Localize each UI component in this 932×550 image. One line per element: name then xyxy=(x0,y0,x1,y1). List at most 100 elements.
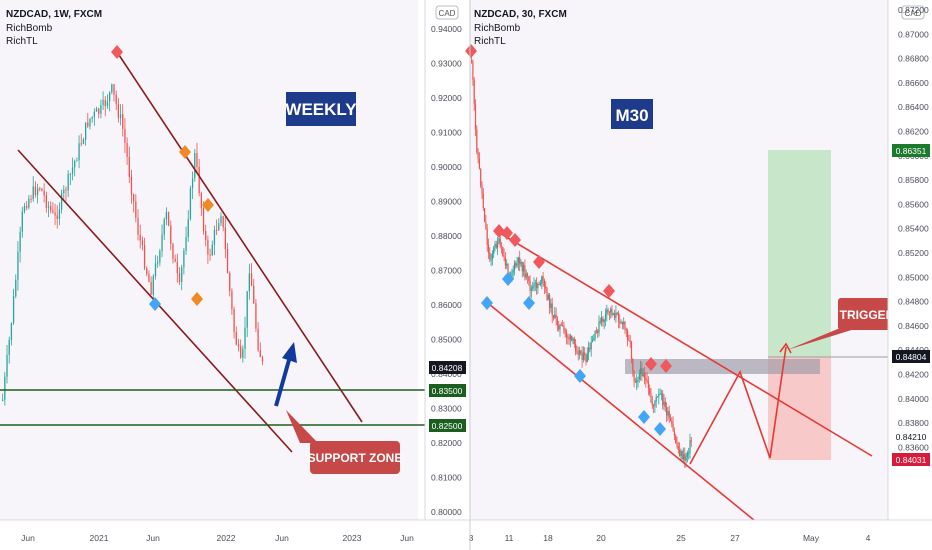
m30-candle-body xyxy=(571,335,573,341)
weekly-candle-body xyxy=(30,198,32,200)
m30-candle-body xyxy=(619,321,621,324)
m30-candle-body xyxy=(515,263,517,267)
weekly-candle-body xyxy=(6,354,8,377)
weekly-chart-panel[interactable]: SUPPORT ZONE WEEKLY NZDCAD, 1W, FXCM Ric… xyxy=(0,0,470,550)
weekly-candle-body xyxy=(183,250,185,268)
m30-price-tick-label: 0.84200 xyxy=(898,370,929,380)
weekly-current-price: 0.84208 xyxy=(432,363,463,373)
weekly-candle-body xyxy=(167,211,170,226)
weekly-candle-body xyxy=(69,173,71,175)
weekly-candle-body xyxy=(78,143,80,161)
m30-channel-upper[interactable] xyxy=(497,231,873,457)
m30-candle-body xyxy=(484,208,486,222)
m30-candle-body xyxy=(536,282,538,289)
weekly-candle-body xyxy=(54,212,56,216)
m30-candle-body xyxy=(634,381,636,383)
weekly-badge xyxy=(286,92,356,126)
support-price-upper: 0.83500 xyxy=(432,386,463,396)
weekly-candle-body xyxy=(56,215,58,219)
signal-marker-red xyxy=(465,44,477,58)
weekly-candle-body xyxy=(47,206,50,208)
m30-price-tick-label: 0.84800 xyxy=(898,297,929,307)
m30-candle-body xyxy=(528,276,530,281)
m30-candle-body xyxy=(521,262,523,272)
m30-candle-body xyxy=(520,262,522,265)
signal-marker-blue xyxy=(502,272,514,286)
m30-price-tick-label: 0.86600 xyxy=(898,78,929,88)
m30-candle-body xyxy=(569,335,571,340)
signal-marker-red xyxy=(645,357,657,371)
weekly-candle-body xyxy=(244,327,246,349)
weekly-candle-body xyxy=(128,157,130,177)
m30-candle-body xyxy=(653,405,655,407)
m30-candle-body xyxy=(552,315,555,318)
weekly-candle-body xyxy=(133,194,135,202)
m30-price-tick-label: 0.83600 xyxy=(898,442,929,452)
m30-candle-body xyxy=(481,185,483,195)
m30-candle-body xyxy=(662,393,664,406)
weekly-price-tick-label: 0.92000 xyxy=(431,93,462,103)
m30-candle-body xyxy=(547,294,549,300)
signal-marker-blue xyxy=(149,297,161,311)
m30-candle-body xyxy=(594,330,596,339)
weekly-time-tick-label: Jun xyxy=(275,533,289,543)
m30-candle-body xyxy=(511,272,513,277)
target-zone[interactable] xyxy=(768,150,831,357)
weekly-time-axis[interactable] xyxy=(0,520,470,550)
bullish-arrow xyxy=(274,359,291,407)
m30-channel-lower[interactable] xyxy=(483,299,761,526)
weekly-price-tick-label: 0.90000 xyxy=(431,162,462,172)
weekly-current-price-badge xyxy=(429,361,466,374)
m30-candle-body xyxy=(655,397,657,402)
weekly-candle-body xyxy=(41,188,43,191)
m30-candle-body xyxy=(603,319,605,322)
weekly-plot-area[interactable] xyxy=(0,0,418,520)
weekly-candles xyxy=(2,83,264,406)
weekly-candle-body xyxy=(146,268,148,275)
weekly-candle-body xyxy=(257,328,259,351)
m30-candle-body xyxy=(486,229,488,245)
m30-candle-body xyxy=(595,330,597,332)
m30-chart-panel[interactable]: TRIGGER M30 NZDCAD, 30, FXCM RichBomb Ri… xyxy=(465,0,932,550)
m30-currency-button[interactable] xyxy=(901,5,925,20)
m30-candle-body xyxy=(671,421,673,425)
m30-candle-body xyxy=(675,435,677,443)
m30-time-tick-label: 18 xyxy=(543,533,553,543)
m30-candle-body xyxy=(503,256,505,258)
m30-candle-body xyxy=(476,129,478,152)
m30-symbol-title: NZDCAD, 30, FXCM xyxy=(474,9,567,20)
m30-price-tick-label: 0.87000 xyxy=(898,29,929,39)
stop-price: 0.84031 xyxy=(896,455,927,465)
trigger-callout[interactable] xyxy=(838,298,896,330)
m30-time-axis[interactable] xyxy=(470,520,932,550)
weekly-candle-body xyxy=(50,206,52,211)
weekly-currency-button[interactable] xyxy=(435,5,459,20)
weekly-candle-body xyxy=(87,122,89,127)
target-price: 0.86351 xyxy=(896,146,927,156)
weekly-channel-upper[interactable] xyxy=(116,51,363,423)
weekly-time-tick-label: 2021 xyxy=(90,533,109,543)
m30-candle-body xyxy=(617,312,620,322)
weekly-price-axis[interactable] xyxy=(425,0,470,520)
weekly-candle-body xyxy=(261,357,264,362)
weekly-candle-body xyxy=(141,240,144,246)
m30-candle-body xyxy=(599,321,601,323)
weekly-candle-body xyxy=(58,209,61,219)
weekly-candle-body xyxy=(248,273,251,292)
m30-candle-body xyxy=(537,283,539,289)
weekly-candle-body xyxy=(93,111,96,117)
target-price-badge xyxy=(892,144,930,157)
m30-candle-body xyxy=(562,325,564,327)
m30-candle-body xyxy=(577,352,579,355)
support-zone-callout[interactable] xyxy=(310,441,400,474)
m30-price-tick-label: 0.86400 xyxy=(898,102,929,112)
signal-marker-blue xyxy=(654,422,666,436)
m30-candle-body xyxy=(543,280,545,287)
stop-zone[interactable] xyxy=(768,357,831,460)
entry-price-badge xyxy=(892,350,930,363)
weekly-candle-body xyxy=(137,217,139,235)
m30-candle-body xyxy=(668,411,670,419)
m30-candle-body xyxy=(601,317,603,323)
m30-candle-body xyxy=(545,286,547,289)
